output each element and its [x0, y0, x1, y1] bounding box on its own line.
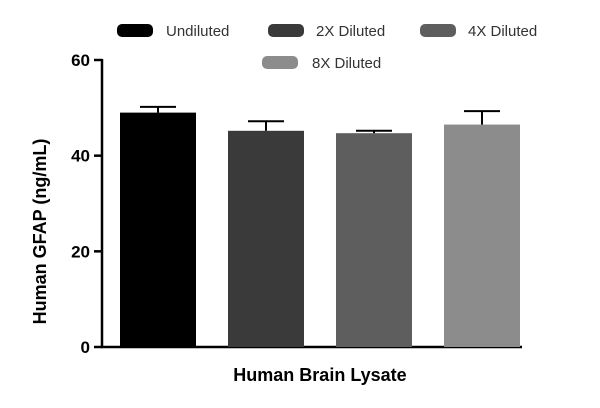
legend-label: 8X Diluted: [312, 55, 381, 72]
legend-label: Undiluted: [166, 23, 229, 40]
bar: [444, 124, 520, 347]
bars: [120, 112, 520, 347]
x-axis-title: Human Brain Lysate: [233, 365, 406, 385]
y-tick-label: 0: [81, 338, 90, 357]
bar: [228, 130, 304, 347]
legend: Undiluted 2X Diluted 4X Diluted 8X Diluted: [117, 23, 537, 72]
bar: [120, 112, 196, 347]
legend-swatch: [420, 24, 456, 37]
bar: [336, 133, 412, 347]
y-ticks: 0 20 40 60: [71, 51, 102, 357]
y-tick-label: 20: [71, 242, 90, 261]
legend-swatch: [262, 56, 298, 69]
legend-label: 4X Diluted: [468, 23, 537, 40]
error-bars: [140, 105, 500, 134]
y-tick-label: 40: [71, 147, 90, 166]
legend-label: 2X Diluted: [316, 23, 385, 40]
y-axis-title: Human GFAP (ng/mL): [30, 139, 50, 325]
legend-swatch: [117, 24, 153, 37]
y-tick-label: 60: [71, 51, 90, 70]
legend-swatch: [268, 24, 304, 37]
